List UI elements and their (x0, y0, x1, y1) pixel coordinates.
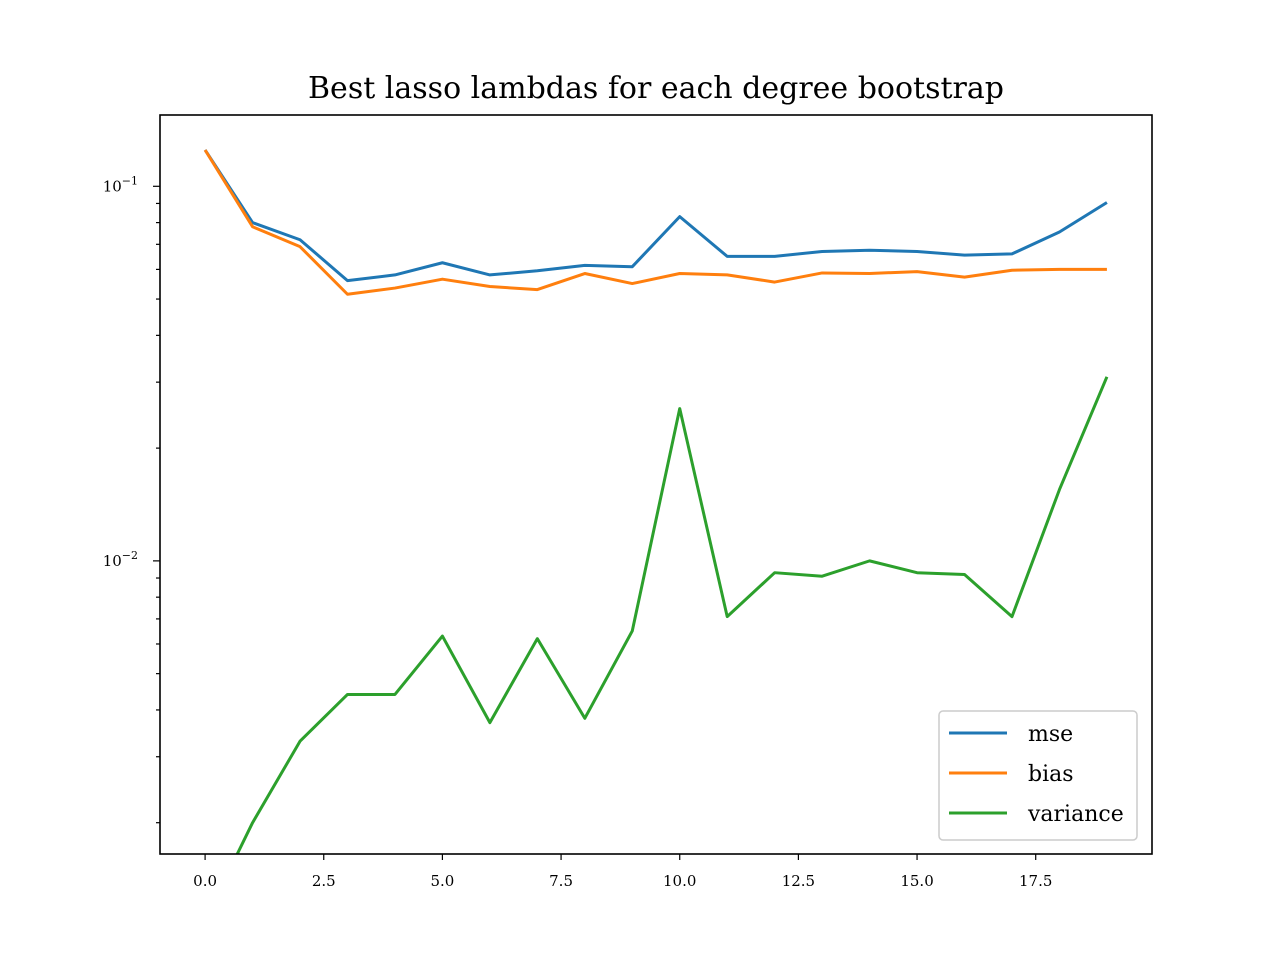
x-tick-label: 5.0 (430, 872, 454, 890)
series-line-bias (203, 149, 1107, 296)
x-tick-label: 12.5 (782, 872, 815, 890)
y-tick-label: 10−2 (103, 549, 138, 570)
series-layer (203, 149, 1109, 854)
plot-frame (159, 114, 1153, 855)
x-tick-label: 2.5 (312, 872, 336, 890)
chart-title: Best lasso lambdas for each degree boots… (308, 71, 1004, 106)
legend: mse bias variance (938, 710, 1138, 841)
legend-label-variance: variance (1027, 802, 1124, 827)
x-tick-label: 7.5 (549, 872, 573, 890)
x-tick-label: 17.5 (1019, 872, 1052, 890)
legend-box (938, 710, 1138, 841)
legend-label-bias: bias (1028, 762, 1074, 787)
x-tick-label: 10.0 (663, 872, 696, 890)
series-line-mse (203, 149, 1108, 283)
series-line-variance (235, 376, 1109, 854)
y-tick-label: 10−1 (103, 174, 138, 195)
x-axis: 0.0 2.5 5.0 7.5 10.0 12.5 15.0 17.5 (193, 854, 1052, 890)
legend-label-mse: mse (1028, 722, 1073, 747)
x-tick-label: 0.0 (193, 872, 217, 890)
y-axis: 10−1 10−2 (103, 174, 160, 824)
x-tick-label: 15.0 (900, 872, 933, 890)
